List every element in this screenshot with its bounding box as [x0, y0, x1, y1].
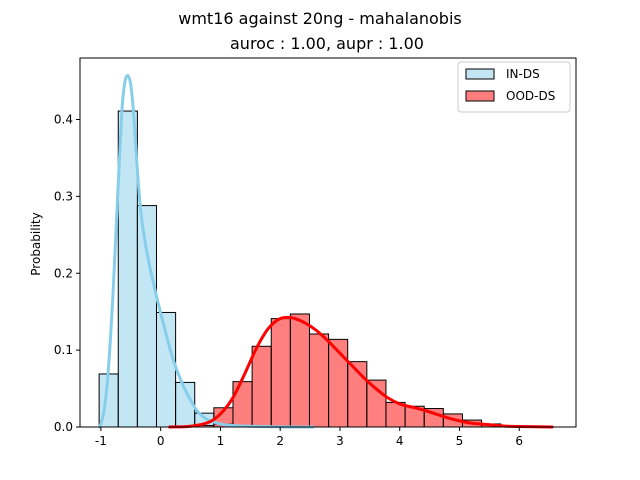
x-tick-label: 5 [456, 434, 464, 448]
y-tick-label: 0.0 [54, 420, 73, 434]
y-tick-label: 0.1 [54, 343, 73, 357]
bar-ood-ds-2 [232, 381, 253, 428]
bar-ood-ds-5 [289, 313, 310, 428]
chart-title: wmt16 against 20ng - mahalanobis [178, 9, 462, 28]
bar-ood-ds-3 [251, 345, 272, 428]
axes-layer: -1 0 1 2 3 4 5 6 0.0 0.1 0.2 0.3 0.4 [54, 57, 577, 448]
bars-layer [98, 110, 540, 428]
kde-line-ood-ds [168, 315, 554, 429]
bar-in-ds-2 [136, 205, 157, 428]
bar-ood-ds-6 [308, 333, 330, 428]
bar-in-ds-1 [117, 110, 138, 428]
y-tick-label: 0.3 [54, 189, 73, 203]
legend: IN-DS OOD-DS [457, 61, 571, 113]
chart-subtitle: auroc : 1.00, aupr : 1.00 [230, 34, 424, 53]
y-tick-label: 0.2 [54, 266, 73, 280]
plot-frame [79, 57, 577, 428]
y-axis-label: Probability [29, 212, 43, 275]
x-tick-label: 3 [336, 434, 344, 448]
y-tick-label: 0.4 [54, 113, 73, 127]
bar-ood-ds-4 [270, 318, 291, 428]
legend-label-ood-ds: OOD-DS [506, 89, 555, 103]
legend-swatch-ood-ds [465, 90, 495, 102]
x-tick-label: 6 [515, 434, 523, 448]
x-tick-label: 4 [396, 434, 404, 448]
legend-swatch-in-ds [465, 68, 495, 80]
x-tick-label: 2 [276, 434, 284, 448]
legend-label-in-ds: IN-DS [506, 67, 540, 81]
kde-layer [98, 74, 554, 429]
x-tick-label: -1 [95, 434, 107, 448]
x-tick-label: 1 [217, 434, 225, 448]
x-tick-label: 0 [157, 434, 165, 448]
